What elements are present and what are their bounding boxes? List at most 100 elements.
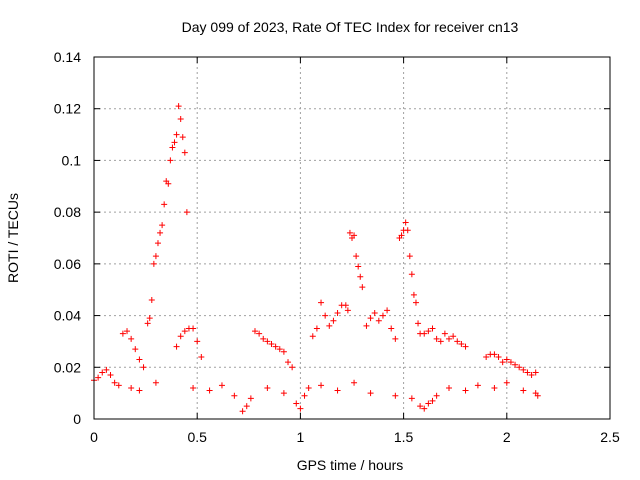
data-point — [167, 157, 174, 164]
data-point — [388, 325, 395, 332]
data-point — [433, 392, 440, 399]
data-point — [367, 315, 374, 322]
data-point — [301, 392, 308, 399]
data-point — [410, 291, 417, 298]
data-point — [264, 384, 271, 391]
data-point — [353, 253, 360, 260]
data-point — [334, 387, 341, 394]
data-point — [154, 240, 161, 247]
data-point — [173, 343, 180, 350]
x-tick-label: 0 — [90, 429, 98, 445]
data-point — [103, 366, 110, 373]
data-point — [441, 330, 448, 337]
data-point — [251, 328, 258, 335]
chart-title: Day 099 of 2023, Rate Of TEC Index for r… — [182, 19, 519, 35]
data-point — [429, 325, 436, 332]
y-tick-label: 0.04 — [54, 308, 81, 324]
data-point — [507, 359, 514, 366]
data-point — [417, 403, 424, 410]
data-point — [119, 330, 126, 337]
data-point — [161, 201, 168, 208]
data-point — [99, 369, 106, 376]
data-point — [503, 356, 510, 363]
data-point — [136, 356, 143, 363]
data-point — [177, 116, 184, 123]
data-point — [198, 353, 205, 360]
data-point — [148, 297, 155, 304]
data-point — [107, 372, 114, 379]
data-point — [150, 260, 157, 267]
data-point — [190, 384, 197, 391]
data-point — [371, 309, 378, 316]
data-point — [503, 379, 510, 386]
data-point — [194, 338, 201, 345]
data-point — [351, 379, 358, 386]
data-point — [344, 307, 351, 314]
data-point — [181, 149, 188, 156]
data-point — [375, 317, 382, 324]
data-point — [516, 364, 523, 371]
data-point — [239, 408, 246, 415]
data-point — [128, 335, 135, 342]
data-point — [280, 348, 287, 355]
data-point — [190, 325, 197, 332]
data-point — [334, 309, 341, 316]
data-point — [157, 229, 164, 236]
y-tick-label: 0 — [73, 411, 81, 427]
data-point — [355, 263, 362, 270]
data-point — [256, 330, 263, 337]
data-point — [152, 253, 159, 260]
data-point — [421, 330, 428, 337]
data-point — [177, 333, 184, 340]
y-tick-label: 0.14 — [54, 49, 81, 65]
data-point — [534, 392, 541, 399]
data-point — [450, 333, 457, 340]
data-point — [146, 315, 153, 322]
axis-ticks — [93, 56, 611, 420]
data-point — [415, 320, 422, 327]
data-point — [231, 392, 238, 399]
data-point — [402, 219, 409, 226]
data-point — [462, 343, 469, 350]
data-point — [293, 400, 300, 407]
plot-frame — [93, 56, 611, 420]
data-point — [520, 366, 527, 373]
data-point — [357, 273, 364, 280]
data-point — [346, 229, 353, 236]
data-point — [412, 299, 419, 306]
data-point — [363, 322, 370, 329]
data-point — [272, 343, 279, 350]
data-point — [169, 144, 176, 151]
data-point — [392, 335, 399, 342]
data-point — [247, 395, 254, 402]
data-point — [124, 328, 131, 335]
data-point — [165, 180, 172, 187]
data-point — [437, 338, 444, 345]
data-point — [491, 351, 498, 358]
data-point — [454, 338, 461, 345]
data-point — [495, 353, 502, 360]
data-point — [128, 384, 135, 391]
x-axis-label: GPS time / hours — [297, 457, 404, 473]
data-point — [499, 359, 506, 366]
data-point — [512, 361, 519, 368]
data-point — [433, 335, 440, 342]
data-point — [313, 325, 320, 332]
y-tick-labels: 0 0.02 0.04 0.06 0.08 0.1 0.12 0.14 — [54, 49, 81, 427]
data-point — [152, 379, 159, 386]
data-point — [408, 271, 415, 278]
data-point — [524, 369, 531, 376]
data-point — [318, 299, 325, 306]
y-tick-label: 0.02 — [54, 359, 81, 375]
x-tick-labels: 0 0.5 1 1.5 2 2.5 — [90, 429, 620, 445]
data-point — [289, 364, 296, 371]
y-tick-label: 0.12 — [54, 101, 81, 117]
data-point — [268, 341, 275, 348]
data-point — [446, 335, 453, 342]
data-point — [206, 387, 213, 394]
data-point — [309, 333, 316, 340]
data-point — [305, 384, 312, 391]
data-point — [326, 322, 333, 329]
data-point — [179, 134, 186, 141]
